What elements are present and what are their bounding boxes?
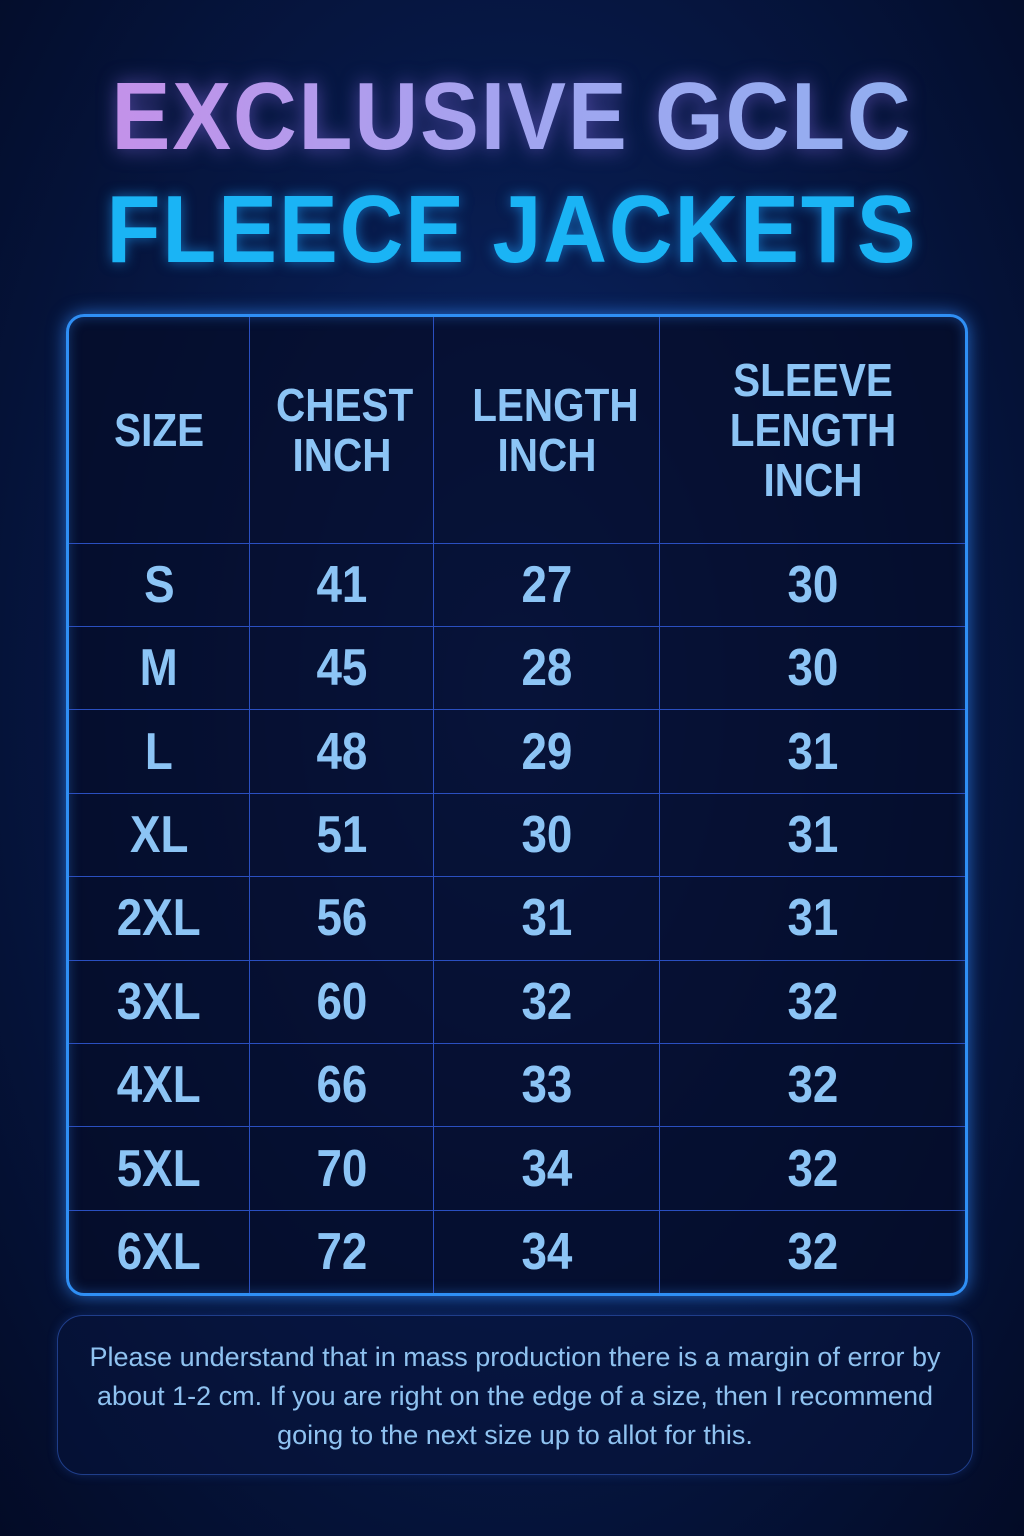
cell-size: 2XL [69, 876, 250, 961]
cell-length: 30 [433, 792, 660, 878]
cell-length: 27 [433, 542, 660, 628]
cell-chest: 45 [249, 626, 434, 711]
cell-sleeve: 31 [659, 792, 965, 878]
cell-size: 4XL [69, 1042, 250, 1128]
cell-chest: 66 [249, 1042, 434, 1128]
cell-size: XL [69, 792, 250, 878]
cell-chest: 56 [249, 876, 434, 961]
table-row: M 45 28 30 [69, 626, 965, 711]
cell-sleeve: 31 [659, 709, 965, 794]
table-row: 3XL 60 32 32 [69, 959, 965, 1044]
cell-sleeve: 32 [659, 1126, 965, 1211]
table-row: 5XL 70 34 32 [69, 1126, 965, 1211]
cell-size: 5XL [69, 1126, 250, 1211]
cell-chest: 70 [249, 1126, 434, 1211]
cell-sleeve: 30 [659, 626, 965, 711]
cell-length: 33 [433, 1042, 660, 1128]
cell-length: 29 [433, 709, 660, 794]
table-row: 4XL 66 33 32 [69, 1042, 965, 1128]
size-chart-table: SIZE CHEST INCH LENGTH INCH SLEEVE LENGT… [66, 314, 968, 1296]
cell-length: 28 [433, 626, 660, 711]
table-row: L 48 29 31 [69, 709, 965, 794]
cell-size: L [69, 709, 250, 794]
header-chest: CHEST INCH [249, 317, 434, 544]
title-line-2: FLEECE JACKETS [106, 176, 918, 283]
cell-chest: 41 [249, 542, 434, 628]
table-row: S 41 27 30 [69, 542, 965, 628]
cell-size: M [69, 626, 250, 711]
table-row: 2XL 56 31 31 [69, 876, 965, 961]
table-row: 6XL 72 34 32 [69, 1209, 965, 1293]
header-sleeve: SLEEVE LENGTH INCH [659, 317, 965, 544]
cell-chest: 48 [249, 709, 434, 794]
cell-sleeve: 32 [659, 1209, 965, 1293]
cell-sleeve: 31 [659, 876, 965, 961]
header-row: SIZE CHEST INCH LENGTH INCH SLEEVE LENGT… [69, 317, 965, 544]
cell-length: 34 [433, 1126, 660, 1211]
disclaimer-note: Please understand that in mass productio… [57, 1315, 973, 1475]
disclaimer-text: Please understand that in mass productio… [89, 1342, 941, 1450]
cell-chest: 60 [249, 959, 434, 1044]
cell-sleeve: 30 [659, 542, 965, 628]
cell-sleeve: 32 [659, 1042, 965, 1128]
cell-length: 31 [433, 876, 660, 961]
header-length: LENGTH INCH [433, 317, 660, 544]
title-line-1: EXCLUSIVE GCLC [41, 62, 983, 172]
cell-chest: 51 [249, 792, 434, 878]
cell-length: 34 [433, 1209, 660, 1293]
cell-size: 3XL [69, 959, 250, 1044]
cell-size: 6XL [69, 1209, 250, 1293]
cell-length: 32 [433, 959, 660, 1044]
cell-chest: 72 [249, 1209, 434, 1293]
cell-size: S [69, 542, 250, 628]
table-row: XL 51 30 31 [69, 792, 965, 878]
header-size: SIZE [69, 317, 250, 544]
cell-sleeve: 32 [659, 959, 965, 1044]
